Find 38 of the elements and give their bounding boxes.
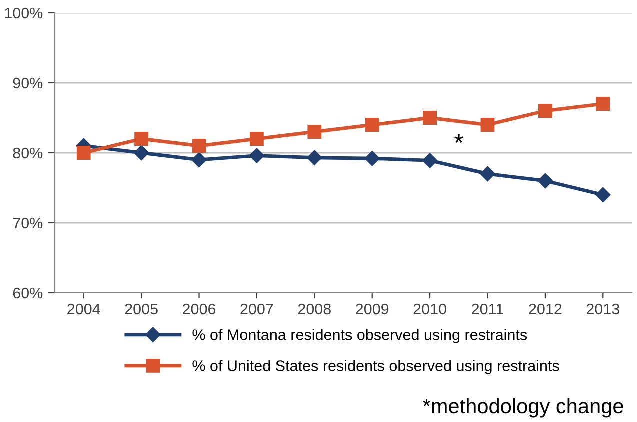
point <box>308 125 322 139</box>
point <box>134 132 148 146</box>
point <box>249 148 265 164</box>
point <box>596 97 610 111</box>
point <box>538 173 554 189</box>
y-tick-label: 70% <box>13 218 43 229</box>
point <box>538 104 552 118</box>
y-tick-label: 80% <box>13 148 43 159</box>
x-tick-label: 2005 <box>125 304 158 315</box>
point <box>192 139 206 153</box>
point <box>250 132 264 146</box>
y-tick-label: 60% <box>13 288 43 299</box>
point <box>480 118 495 132</box>
x-tick-label: 2012 <box>529 304 562 315</box>
point <box>307 150 322 166</box>
text: *methodology change <box>423 398 624 418</box>
x-tick-label: 2011 <box>472 304 504 315</box>
point <box>134 145 150 161</box>
annotation: * <box>454 134 464 144</box>
x-tick-label: 2010 <box>414 304 446 315</box>
point <box>423 111 437 125</box>
y-tick-label: 100% <box>5 8 43 19</box>
point <box>364 151 380 166</box>
x-tick-label: 2007 <box>240 304 274 315</box>
point <box>480 166 496 182</box>
x-tick-label: 2008 <box>298 304 331 315</box>
point <box>192 152 207 168</box>
point <box>365 118 380 132</box>
x-tick-label: 2004 <box>68 304 100 315</box>
x-tick-label: 2009 <box>356 304 389 315</box>
point <box>422 153 438 168</box>
point <box>76 146 91 160</box>
legend-label: % of Montana residents observed using restraints <box>192 329 528 344</box>
x-tick-label: 2006 <box>183 304 216 315</box>
x-tick-label: 2013 <box>586 304 620 315</box>
point <box>596 187 611 203</box>
legend-label: % of United States residents observed using restraints <box>192 360 560 374</box>
y-tick-label: 90% <box>13 78 43 89</box>
